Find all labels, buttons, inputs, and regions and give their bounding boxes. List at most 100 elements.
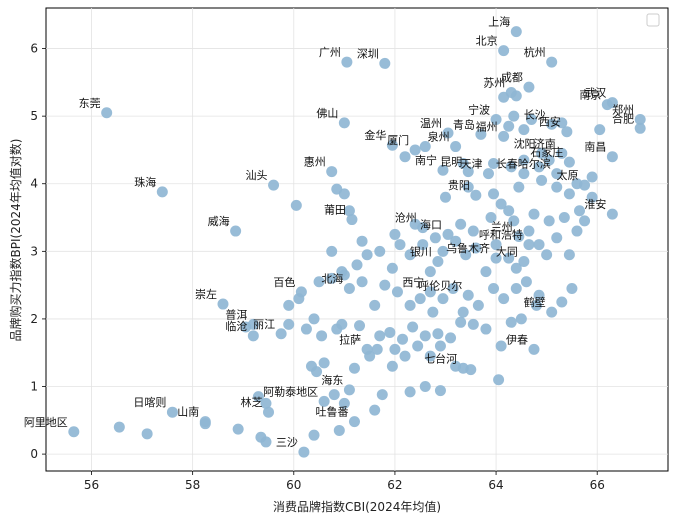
data-point: [300, 323, 312, 335]
data-point: [533, 239, 545, 251]
data-point: [247, 318, 259, 330]
data-point: [536, 147, 548, 159]
data-point: [389, 343, 401, 355]
data-point: [434, 340, 446, 352]
data-point: [480, 266, 492, 278]
legend: [646, 13, 660, 27]
point-label: 泉州: [428, 130, 450, 144]
data-point: [528, 208, 540, 220]
data-point: [318, 395, 330, 407]
data-point: [523, 225, 535, 237]
data-point: [348, 416, 360, 428]
point-label: 大同: [496, 244, 518, 258]
data-point: [563, 188, 575, 200]
point-label: 拉萨: [339, 332, 361, 346]
point-label: 山南: [177, 406, 199, 419]
data-point: [498, 130, 510, 142]
data-point: [427, 306, 439, 318]
point-label: 上海: [488, 15, 510, 29]
point-label: 丽江: [253, 318, 275, 331]
point-label: 武汉: [584, 87, 606, 100]
y-tick-label: 0: [30, 447, 38, 461]
point-label: 郑州: [612, 103, 634, 117]
data-point: [480, 323, 492, 335]
data-point: [594, 124, 606, 136]
data-point: [432, 255, 444, 267]
point-label: 贵阳: [448, 179, 470, 192]
data-point: [457, 157, 469, 169]
data-point: [462, 181, 474, 193]
y-tick-label: 2: [30, 312, 38, 326]
data-point: [574, 205, 586, 217]
data-point: [371, 343, 383, 355]
data-point: [230, 225, 242, 237]
point-label: 广州: [319, 46, 341, 59]
point-label: 沈阳: [514, 136, 536, 150]
data-point: [531, 299, 543, 311]
data-point: [361, 343, 373, 355]
point-label: 哈尔滨: [518, 157, 551, 171]
data-point: [447, 283, 459, 295]
data-point: [551, 168, 563, 180]
data-point: [510, 26, 522, 38]
data-point: [295, 286, 307, 298]
data-point: [298, 446, 310, 458]
data-point: [404, 249, 416, 261]
data-point: [290, 199, 302, 211]
data-point: [343, 283, 355, 295]
data-point: [505, 161, 517, 173]
data-point: [397, 333, 409, 345]
data-point: [424, 350, 436, 362]
data-point: [508, 110, 520, 122]
data-point: [343, 205, 355, 217]
data-point: [432, 328, 444, 340]
data-point: [379, 57, 391, 69]
data-point: [374, 330, 386, 342]
data-point: [586, 191, 598, 203]
data-point: [326, 245, 338, 257]
point-label: 南昌: [584, 141, 606, 154]
point-label: 淮安: [584, 197, 606, 211]
data-point: [379, 279, 391, 291]
data-point: [369, 299, 381, 311]
data-point: [563, 249, 575, 261]
point-label: 呼伦贝尔: [418, 278, 462, 292]
data-point: [369, 404, 381, 416]
point-label: 七台河: [424, 351, 457, 365]
y-tick-label: 1: [30, 380, 38, 394]
point-label: 沧州: [395, 211, 417, 225]
point-label: 百色: [273, 275, 295, 289]
data-point: [268, 179, 280, 191]
data-point: [518, 168, 530, 180]
point-label: 海东: [321, 373, 343, 387]
data-point: [556, 117, 568, 129]
data-point: [442, 127, 454, 139]
point-label: 宁波: [468, 103, 490, 117]
data-point: [586, 171, 598, 183]
data-point: [283, 318, 295, 330]
data-point: [561, 126, 573, 138]
data-point: [634, 122, 646, 134]
point-label: 乌鲁木齐: [446, 241, 490, 255]
data-point: [455, 316, 467, 328]
data-point: [495, 198, 507, 210]
data-point: [536, 174, 548, 186]
data-point: [551, 232, 563, 244]
x-axis-title: 消费品牌指数CBI(2024年均值): [273, 499, 441, 514]
data-point: [467, 225, 479, 237]
point-label: 长春: [496, 158, 518, 171]
data-point: [513, 230, 525, 242]
data-point: [141, 428, 153, 440]
data-point: [326, 166, 338, 178]
data-point: [437, 245, 449, 257]
data-point: [424, 286, 436, 298]
data-point: [513, 181, 525, 193]
data-point: [546, 306, 558, 318]
data-point: [252, 391, 264, 403]
point-label: 银川: [410, 244, 432, 258]
data-point: [434, 385, 446, 397]
point-label: 长沙: [524, 108, 546, 121]
data-point: [457, 306, 469, 318]
